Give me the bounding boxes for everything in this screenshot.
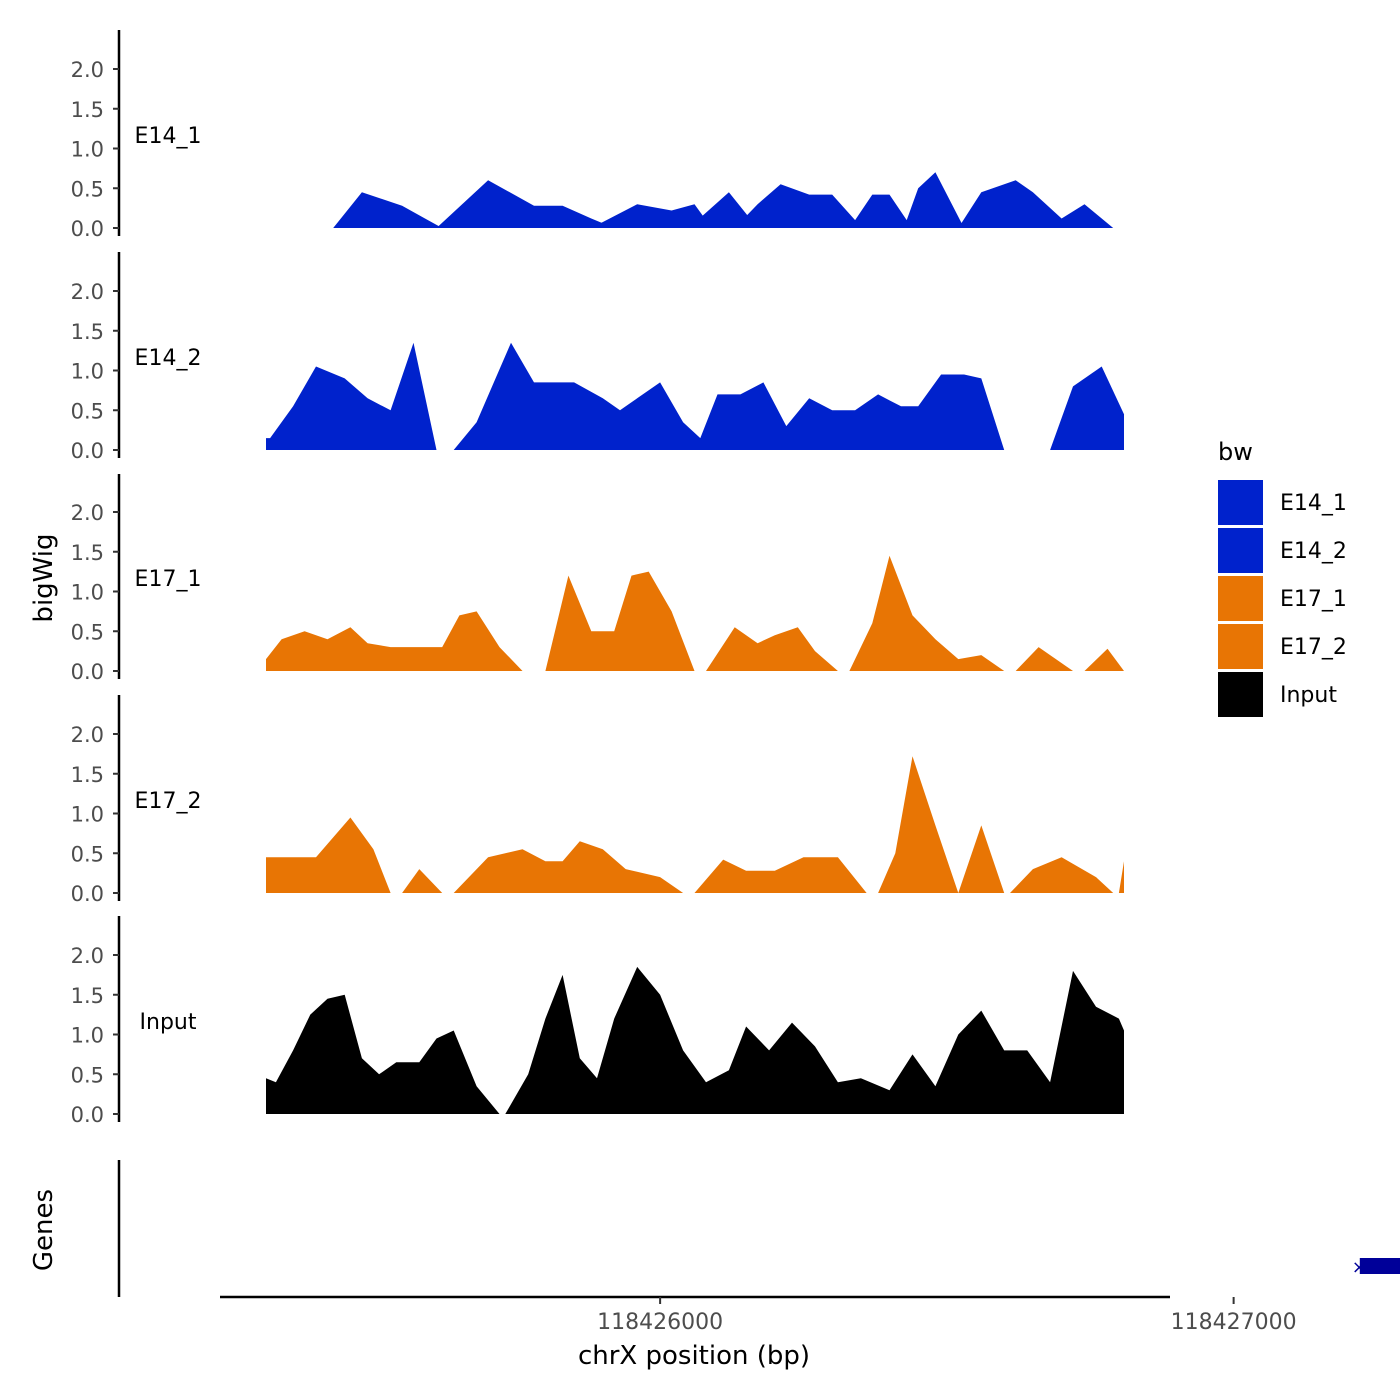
coverage-area-E17_2 [266,817,391,893]
y-tick-label: 1.5 [71,541,104,565]
y-tick-label: 2.0 [71,723,104,747]
y-tick-label: 0.5 [71,1063,104,1087]
x-tick-label: 118427000 [1171,1310,1297,1335]
track-label: Input [140,1010,197,1035]
coverage-area-E14_1 [436,180,615,228]
y-tick-label: 1.0 [71,803,104,827]
track-label: E14_1 [135,124,202,149]
y-tick-label: 0.5 [71,177,104,201]
legend: bw E14_1 E14_2 E17_1 E17_2 Input [1218,438,1347,717]
track-panel-E14_1: 0.0 0.5 1.0 1.5 2.0 E14_1 [71,30,1114,241]
gene-bar [1359,1258,1400,1274]
legend-label: E17_1 [1280,587,1347,612]
x-axis: 118426000118427000118428000 [220,1295,1297,1335]
coverage-area-E14_1 [734,172,965,228]
y-axis-label: bigWig [29,533,59,622]
track-label: E14_2 [135,346,202,371]
y-tick-label: 0.0 [71,439,104,463]
genes-axis-label: Genes [29,1189,59,1271]
coverage-area-E17_2 [1010,857,1114,893]
coverage-area-E17_1 [706,627,838,671]
gene-panel: ×Tgif2lx2 [117,1160,1400,1297]
track-label: E17_1 [135,567,202,592]
gene-strand-marker: × [1352,1257,1367,1278]
y-tick-label: 0.0 [71,660,104,684]
y-tick-label: 1.5 [71,984,104,1008]
y-tick-label: 0.5 [71,842,104,866]
coverage-area-Input [266,994,500,1114]
track-label: E17_2 [135,789,202,814]
coverage-area-E14_2 [266,342,437,450]
coverage-area-E17_2 [1118,792,1124,893]
legend-label: Input [1280,683,1337,708]
y-tick-label: 0.0 [71,882,104,906]
y-tick-label: 0.0 [71,217,104,241]
track-panel-Input: 0.0 0.5 1.0 1.5 2.0 Input [71,916,1124,1127]
y-tick-label: 1.0 [71,138,104,162]
coverage-area-E14_1 [958,180,1114,228]
coverage-area-E14_2 [1050,366,1124,450]
coverage-area-E17_1 [849,555,1005,671]
coverage-area-E14_1 [591,204,712,228]
legend-label: E14_1 [1280,491,1347,516]
coverage-area-E17_2 [453,841,684,893]
y-tick-label: 1.0 [71,581,104,605]
coverage-area-E17_1 [1084,648,1124,671]
track-panel-E17_2: 0.0 0.5 1.0 1.5 2.0 E17_2 [71,695,1124,906]
legend-label: E14_2 [1280,539,1347,564]
legend-swatch [1218,624,1263,669]
coverage-area-E17_1 [1015,647,1073,671]
track-panels: 0.0 0.5 1.0 1.5 2.0 E14_1 0.0 0.5 1.0 1.5 2.0 E14_2… [71,30,1124,1127]
x-axis-label: chrX position (bp) [578,1341,810,1371]
y-tick-label: 0.5 [71,399,104,423]
y-tick-label: 1.5 [71,763,104,787]
coverage-area-E17_2 [694,857,867,893]
y-tick-label: 1.0 [71,360,104,384]
coverage-area-E14_2 [453,342,1005,450]
legend-swatch [1218,672,1263,717]
track-panel-E17_1: 0.0 0.5 1.0 1.5 2.0 E17_1 [71,474,1124,684]
coverage-area-E17_1 [545,571,695,671]
x-tick-label: 118426000 [597,1310,723,1335]
coverage-area-E17_2 [958,825,1005,893]
coverage-area-Input [505,927,1124,1114]
y-tick-label: 2.0 [71,58,104,82]
y-tick-label: 2.0 [71,944,104,968]
legend-swatch [1218,576,1263,621]
legend-label: E17_2 [1280,635,1347,660]
y-tick-label: 1.5 [71,320,104,344]
y-tick-label: 0.0 [71,1103,104,1127]
legend-swatch [1218,480,1263,525]
y-tick-label: 0.5 [71,620,104,644]
track-panel-E14_2: 0.0 0.5 1.0 1.5 2.0 E14_2 [71,252,1124,463]
y-tick-label: 2.0 [71,280,104,304]
coverage-area-E17_1 [266,609,523,671]
legend-title: bw [1218,438,1253,466]
y-tick-label: 1.5 [71,98,104,122]
y-tick-label: 2.0 [71,501,104,525]
coverage-area-E17_2 [878,756,959,893]
y-tick-label: 1.0 [71,1024,104,1048]
legend-swatch [1218,528,1263,573]
coverage-area-E14_1 [333,192,443,228]
coverage-area-E14_1 [688,192,758,228]
coverage-area-E17_2 [402,869,443,893]
